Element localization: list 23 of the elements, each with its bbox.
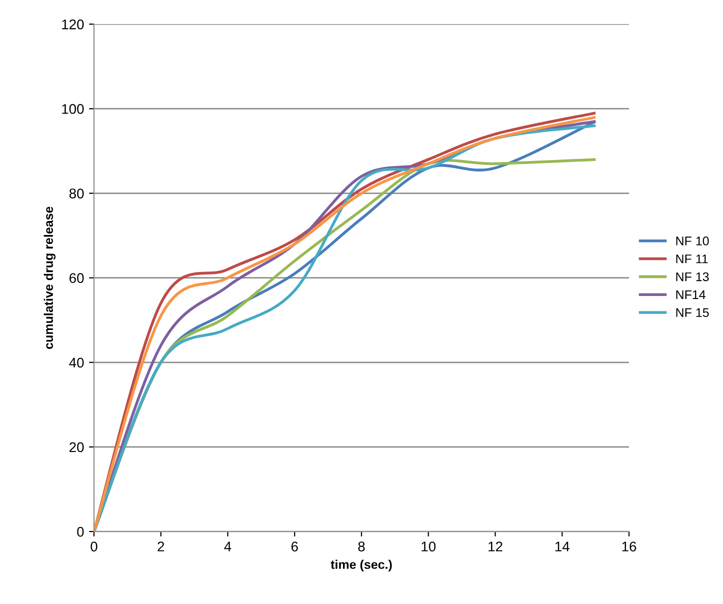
- x-tick-label: 14: [555, 542, 570, 552]
- y-tick-label: 20: [70, 442, 84, 452]
- legend-label: NF14: [676, 290, 706, 299]
- y-tick-label: 100: [62, 104, 84, 114]
- legend-label: NF 13: [676, 272, 709, 282]
- y-tick-label: 60: [70, 273, 84, 284]
- legend-label: NF 15: [676, 308, 709, 317]
- y-tick-label: 80: [69, 188, 84, 198]
- x-tick-label: 4: [224, 542, 232, 552]
- y-tick-label: 40: [69, 358, 84, 368]
- x-tick-label: 2: [158, 542, 164, 552]
- x-tick-label: 8: [358, 542, 365, 552]
- y-tick-label: 0: [77, 526, 84, 537]
- legend-label: NF 10: [676, 236, 709, 246]
- legend-label: NF 11: [676, 254, 708, 264]
- x-tick-label: 10: [422, 542, 436, 552]
- x-tick-label: 6: [291, 542, 298, 552]
- x-tick-label: 0: [90, 542, 98, 552]
- x-axis-title: time (sec.): [330, 560, 392, 572]
- y-tick-label: 120: [62, 19, 84, 30]
- x-tick-label: 12: [488, 542, 502, 552]
- y-axis-title: cumulative drug release: [44, 206, 56, 349]
- x-tick-label: 16: [622, 542, 636, 552]
